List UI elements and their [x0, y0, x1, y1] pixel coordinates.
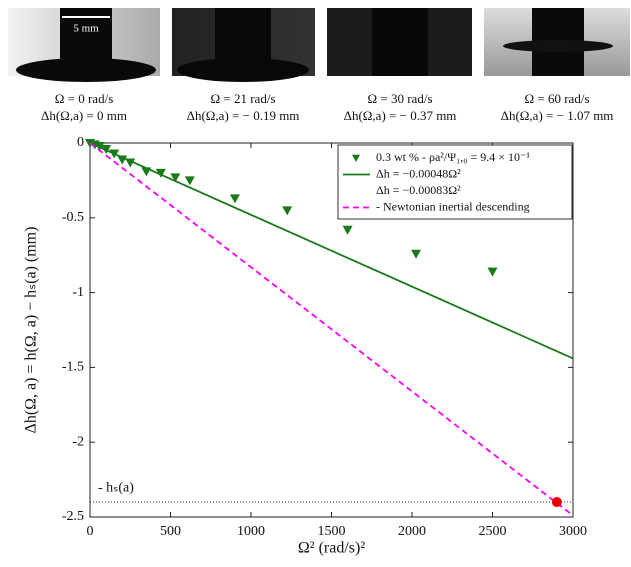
x-tick-label: 1000: [237, 524, 265, 539]
dh-caption: Δh(Ω,a) = − 1.07 mm: [501, 108, 614, 123]
dh-caption: Δh(Ω,a) = − 0.19 mm: [187, 108, 300, 123]
dashed-line: [89, 142, 574, 517]
x-tick-label: 3000: [559, 524, 587, 539]
omega-caption: Ω = 0 rad/s: [55, 91, 114, 106]
x-tick-label: 2000: [398, 524, 426, 539]
x-tick-label: 500: [160, 524, 181, 539]
omega-caption: Ω = 60 rad/s: [524, 91, 589, 106]
legend-label: - Newtonian inertial descending: [376, 199, 530, 213]
x-axis-label: Ω² (rad/s)²: [298, 540, 365, 557]
y-axis-label: Δh(Ω, a) = h(Ω, a) − hₛ(a) (mm): [23, 227, 40, 434]
data-point: [170, 173, 181, 183]
omega-caption: Ω = 21 rad/s: [210, 91, 275, 106]
data-point: [487, 267, 498, 277]
data-point: [342, 225, 353, 235]
y-tick-label: -1.5: [62, 360, 84, 375]
scale-bar-label: 5 mm: [73, 23, 99, 35]
y-tick-label: 0: [77, 135, 84, 150]
x-tick-label: 1500: [318, 524, 346, 539]
reference-label: - hₛ(a): [98, 480, 134, 495]
legend-label: 0.3 wt % - ρa²/Ψ₁,₀ = 9.4 × 10⁻¹: [376, 150, 530, 164]
y-tick-label: -1: [72, 285, 84, 300]
dh-caption: Δh(Ω,a) = − 0.37 mm: [344, 108, 457, 123]
legend-marker: [352, 154, 360, 162]
photos: 5 mm: [8, 8, 630, 82]
highlight-point: [551, 497, 562, 508]
omega-caption: Ω = 30 rad/s: [367, 91, 432, 106]
y-tick-label: -2: [72, 434, 84, 449]
legend-label: Δh = −0.00083Ω²: [376, 183, 461, 197]
data-point: [184, 176, 195, 186]
y-tick-label: -2.5: [62, 509, 84, 524]
data-point: [282, 206, 293, 216]
y-tick-label: -0.5: [62, 210, 84, 225]
x-tick-label: 0: [87, 524, 94, 539]
dh-caption: Δh(Ω,a) = 0 mm: [41, 108, 127, 123]
legend-box: [337, 144, 573, 220]
legend-label: Δh = −0.00048Ω²: [376, 166, 461, 180]
data-point: [411, 249, 422, 259]
data-point: [229, 194, 240, 204]
data-point: [155, 168, 166, 178]
fit-line: [89, 142, 574, 360]
x-tick-label: 2500: [479, 524, 507, 539]
